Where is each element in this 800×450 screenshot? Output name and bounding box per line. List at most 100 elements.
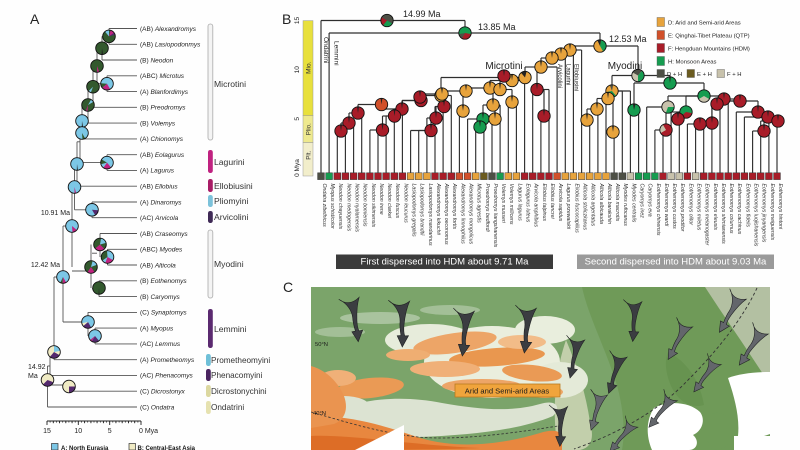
svg-text:(AC) Arvicola: (AC) Arvicola (140, 215, 179, 222)
svg-text:(A) Chionomys: (A) Chionomys (140, 136, 184, 143)
svg-text:Eothenomys miletus: Eothenomys miletus (695, 184, 701, 231)
svg-text:Myopus schisticolor: Myopus schisticolor (329, 183, 335, 229)
svg-text:Lasiopodomys gregalis: Lasiopodomys gregalis (410, 184, 416, 237)
svg-text:B: B (282, 11, 291, 27)
svg-text:0 Mya: 0 Mya (139, 428, 158, 435)
svg-text:Eothenomys eleusis: Eothenomys eleusis (712, 184, 718, 231)
svg-text:40°N: 40°N (313, 411, 326, 417)
svg-text:(AC) Phenacomys: (AC) Phenacomys (140, 373, 193, 380)
svg-text:14.92: 14.92 (28, 364, 46, 371)
svg-text:Microtini: Microtini (214, 79, 246, 89)
svg-text:Lasiopodomys brandtii: Lasiopodomys brandtii (419, 183, 425, 236)
svg-text:Microtini: Microtini (485, 61, 522, 72)
svg-text:15: 15 (43, 428, 51, 435)
svg-text:Caryomys eva: Caryomys eva (647, 183, 653, 216)
svg-text:Pliomyini: Pliomyini (214, 196, 248, 206)
svg-text:Eothenomys melanogaster: Eothenomys melanogaster (704, 183, 710, 245)
svg-text:H: Monsoon Areas: H: Monsoon Areas (668, 60, 717, 66)
svg-text:Eothenomys colurnus: Eothenomys colurnus (728, 184, 734, 234)
svg-text:(A) Lagurus: (A) Lagurus (140, 168, 175, 175)
svg-text:Alticola argentatus: Alticola argentatus (590, 182, 596, 226)
svg-text:15: 15 (294, 17, 301, 25)
svg-text:Volemys millicens: Volemys millicens (508, 184, 514, 225)
svg-text:(AB) Craseomys: (AB) Craseomys (140, 231, 188, 238)
svg-text:Lagurini: Lagurini (565, 64, 571, 85)
svg-text:First dispersed into HDM about: First dispersed into HDM about 9.71 Ma (361, 257, 530, 268)
svg-text:Prometheomyini: Prometheomyini (211, 356, 270, 365)
svg-text:(AB) Eolagurus: (AB) Eolagurus (140, 152, 185, 159)
svg-text:Myodes rufocanus: Myodes rufocanus (622, 184, 628, 227)
svg-text:Arvicolini: Arvicolini (214, 212, 248, 222)
svg-text:Lagurini: Lagurini (214, 157, 245, 167)
svg-text:Ellobiusini: Ellobiusini (573, 64, 579, 91)
svg-text:Neodon fuscus: Neodon fuscus (394, 184, 400, 219)
svg-text:D: Arid and Semi-arid Areas: D: Arid and Semi-arid Areas (668, 21, 741, 27)
svg-text:(AB) Ellobius: (AB) Ellobius (140, 184, 178, 191)
svg-text:Ellobius tancrei: Ellobius tancrei (549, 183, 555, 219)
svg-text:Alexandromys mongolicus: Alexandromys mongolicus (467, 183, 473, 245)
svg-text:Proedromys liangshanensis: Proedromys liangshanensis (492, 183, 498, 247)
svg-text:Myodini: Myodini (214, 259, 244, 269)
svg-text:Ellobiusini: Ellobiusini (214, 181, 253, 191)
svg-text:Eothenomys chinensis: Eothenomys chinensis (655, 184, 661, 236)
svg-text:(A) Myopus: (A) Myopus (140, 325, 174, 332)
svg-text:Ma: Ma (28, 373, 38, 380)
svg-text:Neodon nyalamensis: Neodon nyalamensis (353, 184, 359, 233)
svg-text:Second dispersed into HDM abou: Second dispersed into HDM about 9.03 Ma (585, 257, 767, 268)
svg-text:Eothenomys meiguensis: Eothenomys meiguensis (769, 184, 775, 241)
svg-text:Eothenomys jinyangensis: Eothenomys jinyangensis (761, 183, 767, 242)
svg-text:Alticola barakshin: Alticola barakshin (606, 182, 612, 224)
svg-text:Eothenomys fidelis: Eothenomys fidelis (744, 183, 750, 227)
svg-text:(ABC) Microtus: (ABC) Microtus (140, 73, 185, 80)
svg-text:Alticola macrotis: Alticola macrotis (614, 182, 620, 221)
svg-text:A: North Eurasia: A: North Eurasia (61, 446, 109, 450)
svg-text:(B) Eothenomys: (B) Eothenomys (140, 278, 187, 285)
svg-text:Ondatrini: Ondatrini (211, 403, 244, 412)
svg-text:Arvicola amphibius: Arvicola amphibius (533, 182, 539, 227)
svg-text:Ellobius talpinus: Ellobius talpinus (541, 184, 547, 222)
svg-text:Eothenomys hintoni: Eothenomys hintoni (777, 183, 783, 229)
svg-text:Lasiopodomys mandarinus: Lasiopodomys mandarinus (427, 184, 433, 246)
svg-text:Alexandromys fortis: Alexandromys fortis (451, 183, 457, 230)
svg-text:Proedromys bedfordi: Proedromys bedfordi (484, 184, 490, 233)
svg-text:Caryomys inez: Caryomys inez (638, 184, 644, 219)
svg-text:Microtus agrestis: Microtus agrestis (476, 183, 482, 223)
svg-text:0 Mya: 0 Mya (294, 159, 301, 177)
svg-text:Neodon leucurus: Neodon leucurus (402, 183, 408, 223)
svg-text:Plio.: Plio. (306, 123, 313, 135)
svg-text:(AC) Lemmus: (AC) Lemmus (140, 341, 181, 348)
svg-text:Dicrostonychini: Dicrostonychini (211, 387, 267, 396)
svg-text:Plt.: Plt. (305, 150, 312, 159)
svg-text:Eothenomys wardi: Eothenomys wardi (663, 183, 669, 227)
svg-text:10: 10 (74, 428, 82, 435)
svg-text:14.99 Ma: 14.99 Ma (403, 9, 441, 19)
svg-text:B: Central-East Asia: B: Central-East Asia (138, 446, 196, 450)
svg-text:(B) Volemys: (B) Volemys (140, 120, 176, 127)
svg-text:Myodini: Myodini (608, 61, 642, 72)
svg-text:(C) Dicrostonyx: (C) Dicrostonyx (140, 389, 186, 396)
svg-text:Neodon bomiensis: Neodon bomiensis (362, 183, 368, 226)
svg-text:E + H: E + H (697, 72, 712, 78)
svg-text:Neodon clarkei: Neodon clarkei (386, 183, 392, 218)
svg-text:Arvicola sapidus: Arvicola sapidus (557, 182, 563, 221)
svg-text:Neodon medogensis: Neodon medogensis (345, 183, 351, 231)
svg-text:Alexandromys oeconomus: Alexandromys oeconomus (443, 182, 449, 245)
svg-text:Eothenomys luojishanensis: Eothenomys luojishanensis (752, 184, 758, 247)
svg-text:E: Qinghai-Tibet Plateau (QTP): E: Qinghai-Tibet Plateau (QTP) (668, 34, 750, 40)
svg-text:Volemys musseri: Volemys musseri (500, 183, 506, 223)
svg-text:(A) Prometheomys: (A) Prometheomys (140, 357, 195, 364)
svg-text:(C) Synaptomys: (C) Synaptomys (140, 310, 187, 317)
svg-text:(A) Dinaromys: (A) Dinaromys (140, 199, 182, 206)
svg-text:Eothenomys shimianensis: Eothenomys shimianensis (720, 183, 726, 244)
svg-text:Neodon irene: Neodon irene (378, 183, 384, 214)
svg-text:(C) Ondatra: (C) Ondatra (140, 404, 175, 411)
svg-text:Lemmini: Lemmini (214, 324, 247, 334)
svg-text:C: C (283, 279, 293, 295)
svg-text:Lemmini: Lemmini (333, 41, 340, 66)
svg-text:Alticola stoliczkanus: Alticola stoliczkanus (581, 183, 587, 231)
svg-text:Eothenomys cachinus: Eothenomys cachinus (736, 184, 742, 235)
svg-text:Eothenomys custos: Eothenomys custos (671, 183, 677, 229)
svg-text:12.53 Ma: 12.53 Ma (609, 34, 647, 44)
svg-text:Arid and Semi-arid Areas: Arid and Semi-arid Areas (465, 387, 550, 396)
svg-text:Arvicolini: Arvicolini (556, 64, 562, 88)
